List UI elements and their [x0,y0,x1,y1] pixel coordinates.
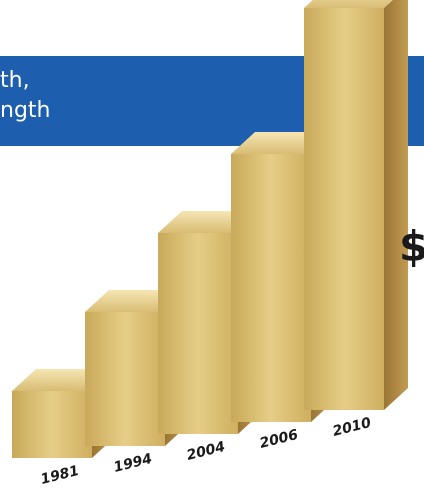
year-label-2010: 2010 [331,415,373,440]
banner-title: th, ngth [0,66,50,126]
bar-side-face [384,0,408,410]
bar-front-face [158,233,238,434]
banner-line-1: th, [0,68,30,93]
dollar-sign-text: $ [399,222,424,271]
year-label-2006: 2006 [258,427,300,452]
bar-top-face [304,0,393,8]
year-label-1994: 1994 [112,451,154,476]
year-label-1981: 1981 [39,463,81,488]
year-label-2004: 2004 [185,439,227,464]
bar-front-face [85,312,165,446]
bar-front-face [231,154,311,422]
bar-front-face [304,8,384,410]
banner-line-2: ngth [0,98,51,123]
bar-2010 [304,0,408,410]
bar-front-face [12,391,92,458]
bars-group [12,0,408,458]
